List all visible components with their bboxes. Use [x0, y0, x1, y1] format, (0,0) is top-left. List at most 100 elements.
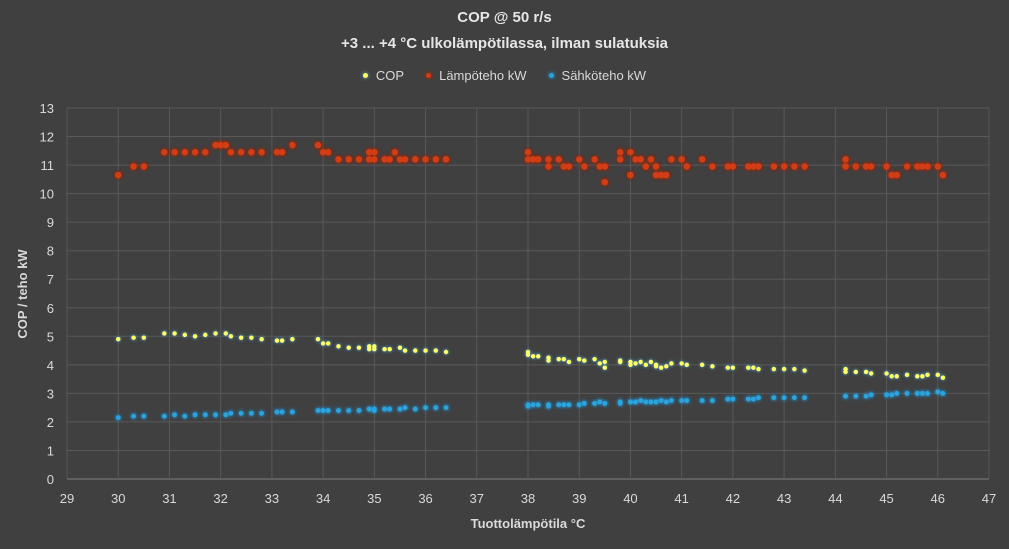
- cop-point: [582, 358, 587, 363]
- electric-power-point: [699, 398, 705, 403]
- cop-point: [223, 331, 228, 336]
- heat-power-point: [181, 149, 189, 156]
- cop-point: [433, 348, 438, 353]
- cop-point: [326, 341, 331, 346]
- electric-power-point: [628, 399, 633, 405]
- heat-power-point: [529, 156, 537, 163]
- heat-power-point: [750, 163, 757, 170]
- y-tick-label: 7: [47, 272, 54, 287]
- cop-point: [751, 365, 756, 370]
- electric-power-point: [141, 413, 147, 419]
- cop-point: [669, 361, 674, 366]
- heat-power-point: [652, 163, 660, 170]
- cop-point: [402, 348, 408, 353]
- heat-power-point: [432, 156, 439, 163]
- heat-power-point: [171, 149, 178, 156]
- x-tick-label: 47: [982, 491, 996, 506]
- cop-point: [684, 362, 689, 368]
- electric-power-point: [131, 413, 136, 419]
- heat-power-point: [248, 149, 255, 156]
- heat-power-point: [893, 171, 900, 179]
- heat-power-point: [237, 149, 245, 156]
- heat-power-point: [278, 149, 286, 156]
- cop-point: [213, 331, 218, 336]
- electric-power-point: [387, 406, 393, 412]
- electric-power-point: [663, 399, 669, 405]
- electric-power-point: [402, 405, 408, 411]
- electric-power-point: [791, 395, 797, 401]
- heat-power-point: [565, 163, 573, 170]
- heat-power-point: [842, 163, 849, 170]
- cop-point: [730, 365, 736, 370]
- cop-point: [182, 332, 188, 338]
- heat-power-point: [555, 156, 562, 163]
- x-tick-label: 36: [418, 491, 432, 506]
- heat-power-point: [637, 156, 644, 163]
- cop-point: [413, 348, 418, 353]
- heat-power-point: [903, 163, 911, 170]
- x-tick-label: 39: [572, 491, 586, 506]
- cop-point: [597, 361, 602, 366]
- cop-point: [382, 346, 387, 352]
- x-axis-title: Tuottolämpötila °C: [471, 516, 586, 531]
- cop-point: [561, 356, 567, 362]
- cop-point: [904, 372, 910, 378]
- electric-power-point: [781, 395, 787, 401]
- electric-power-point: [889, 392, 895, 398]
- electric-power-point: [853, 393, 859, 399]
- series-electric-power: [115, 389, 946, 421]
- cop-point: [443, 349, 449, 355]
- cop-point: [602, 365, 608, 370]
- cop-point: [556, 356, 561, 362]
- cop-point: [935, 372, 940, 378]
- electric-power-point: [653, 399, 659, 405]
- electric-power-point: [356, 408, 362, 413]
- cop-point: [530, 354, 536, 359]
- electric-power-point: [228, 410, 234, 416]
- heat-power-point: [919, 163, 926, 170]
- y-axis-title: COP / teho kW: [15, 249, 30, 339]
- x-axis-ticks: 29 30 31 32 33 34 35 36 37 38 39 40 41 42 43 44 45 46 47: [60, 491, 996, 506]
- electric-power-point: [161, 413, 167, 419]
- electric-power-point: [259, 410, 265, 416]
- cop-point: [192, 334, 198, 339]
- cop-point: [203, 332, 208, 338]
- cop-point: [781, 366, 787, 372]
- heat-power-point: [366, 149, 373, 156]
- cop-point: [592, 356, 597, 362]
- data-points: [115, 141, 947, 421]
- heat-power-point: [524, 149, 532, 156]
- electric-power-point: [213, 412, 218, 418]
- electric-power-point: [366, 406, 372, 412]
- electric-power-point: [658, 398, 664, 403]
- heat-power-point: [391, 149, 399, 156]
- y-tick-label: 0: [47, 472, 54, 487]
- cop-point: [346, 345, 351, 350]
- heat-power-point: [745, 163, 752, 170]
- cop-point: [162, 331, 167, 336]
- heat-power-point: [140, 163, 148, 170]
- chart-subtitle: +3 ... +4 °C ulkolämpötilassa, ilman sul…: [341, 35, 668, 52]
- heat-power-point: [934, 163, 941, 170]
- cop-point: [915, 374, 920, 379]
- electric-power-point: [433, 405, 439, 411]
- heat-power-point: [591, 156, 598, 163]
- electric-power-point: [561, 402, 567, 408]
- cop-point: [259, 336, 264, 342]
- cop-point: [710, 364, 715, 369]
- electric-power-point: [182, 413, 188, 419]
- electric-power-point: [925, 390, 930, 396]
- legend-item-cop: COP: [362, 68, 404, 83]
- heat-power-point: [273, 149, 281, 156]
- cop-point: [771, 366, 777, 372]
- heat-power-point: [130, 163, 137, 170]
- heat-power-point: [852, 163, 860, 170]
- cop-point: [940, 375, 946, 380]
- cop-point: [577, 356, 582, 362]
- electric-power-point: [202, 412, 208, 418]
- heat-power-point: [755, 163, 762, 170]
- heat-power-point: [780, 163, 788, 170]
- heat-power-point: [801, 163, 808, 170]
- heat-power-point: [601, 163, 609, 170]
- heat-power-point: [545, 156, 552, 163]
